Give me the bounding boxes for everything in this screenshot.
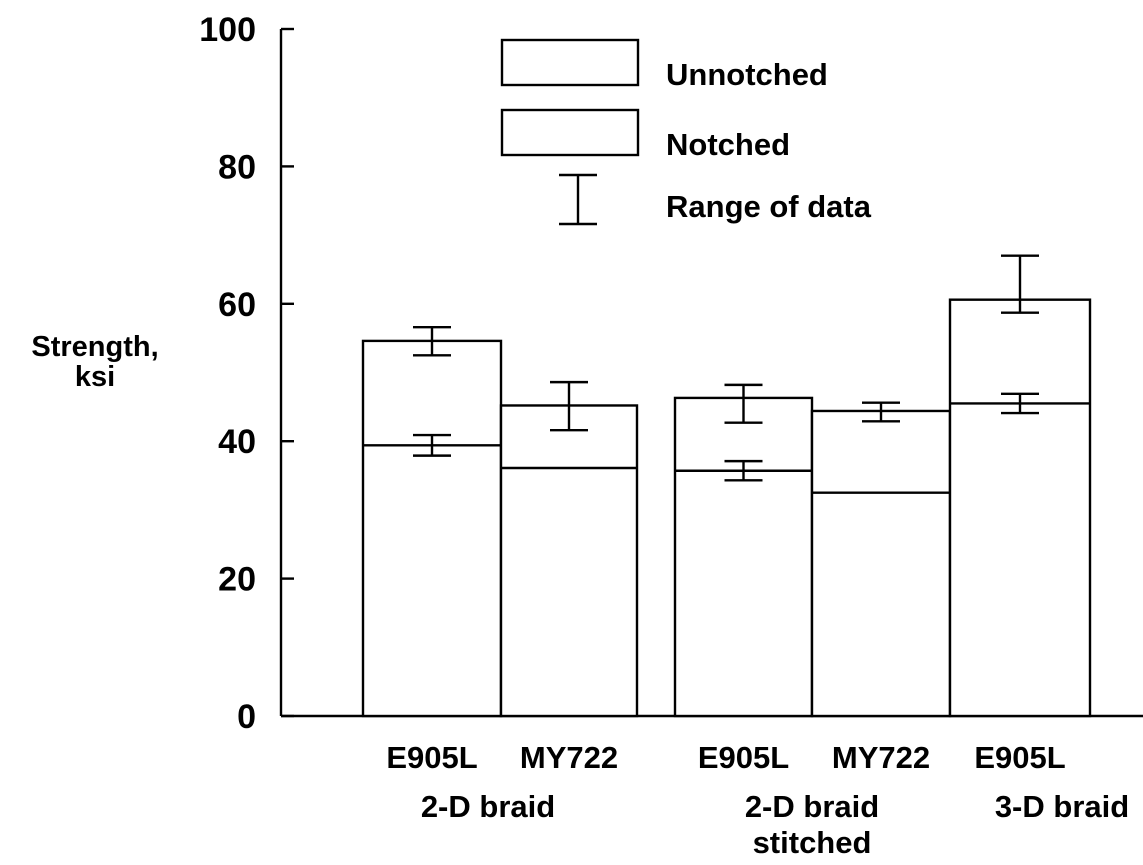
group-label: 2-D braid [745, 789, 879, 824]
x-tick-label: E905L [698, 740, 789, 775]
x-tick-label: E905L [386, 740, 477, 775]
y-tick-label: 100 [199, 11, 256, 49]
error-bars [413, 254, 1039, 482]
tick-labels: 0 20 40 60 80 100 E905L MY722 E905L MY722 E905L 2-D… [199, 11, 1129, 860]
y-tick-label: 40 [218, 423, 256, 461]
legend-swatch-box [500, 108, 640, 157]
group-label: 2-D braid [421, 789, 555, 824]
x-tick-label: MY722 [832, 740, 930, 775]
y-tick-label: 20 [218, 561, 256, 599]
x-tick-label: MY722 [520, 740, 618, 775]
legend-label: Range of data [666, 189, 872, 224]
legend-label: Notched [666, 127, 790, 162]
bar-unnotched [948, 298, 1092, 718]
bars [361, 298, 1092, 718]
bar-unnotched [810, 409, 952, 718]
y-axis-label-line-2: ksi [75, 361, 115, 393]
group-label: stitched [753, 825, 872, 860]
legend: Unnotched Notched Range of data [500, 38, 872, 226]
y-tick-label: 80 [218, 148, 256, 186]
bar-unnotched [361, 339, 503, 718]
bar-unnotched [673, 396, 814, 718]
y-tick-label: 60 [218, 286, 256, 324]
y-axis-label-line-1: Strength, [31, 331, 158, 363]
bar-unnotched [499, 404, 639, 718]
legend-label: Unnotched [666, 57, 828, 92]
legend-swatch-box [500, 38, 640, 87]
x-tick-label: E905L [974, 740, 1065, 775]
group-label: 3-D braid [995, 789, 1129, 824]
y-tick-label: 0 [237, 698, 256, 736]
